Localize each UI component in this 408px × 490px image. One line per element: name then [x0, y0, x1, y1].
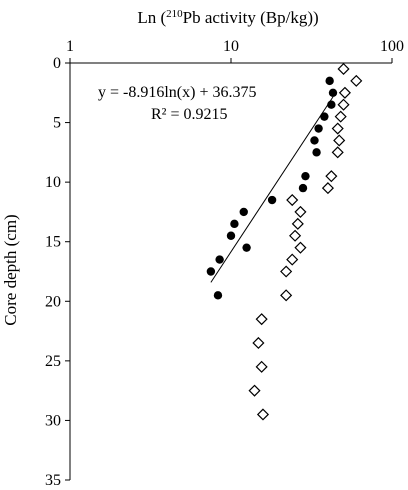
data-point-open-diamond: [350, 74, 363, 87]
data-point-filled-circle: [325, 76, 334, 86]
data-point-filled-circle: [226, 231, 236, 240]
data-point-filled-circle: [267, 195, 277, 205]
data-point-filled-circle: [239, 207, 248, 217]
y-tick-label: 15: [45, 234, 61, 251]
data-point-open-diamond: [337, 62, 350, 76]
data-point-filled-circle: [320, 112, 329, 121]
data-point-filled-circle: [301, 171, 310, 181]
data-point-open-diamond: [255, 360, 268, 373]
data-point-filled-circle: [314, 124, 323, 133]
x-tick-label: 10: [223, 38, 239, 55]
data-point-filled-circle: [215, 255, 224, 264]
data-point-filled-circle: [310, 136, 319, 145]
data-point-open-diamond: [248, 384, 261, 397]
x-tick-label: 100: [380, 38, 404, 55]
y-tick-label: 35: [45, 472, 61, 489]
x-axis-title: Ln (210Pb activity (Bp/kg)): [137, 8, 318, 27]
y-tick-label: 25: [45, 353, 61, 370]
data-point-open-diamond: [331, 146, 344, 159]
y-tick-label: 0: [53, 55, 61, 72]
y-tick-label: 20: [45, 293, 61, 310]
data-point-filled-circle: [327, 100, 336, 109]
data-point-filled-circle: [206, 267, 216, 276]
data-point-open-diamond: [286, 193, 299, 207]
data-point-filled-circle: [312, 148, 321, 157]
data-point-open-diamond: [289, 229, 302, 242]
data-point-open-diamond: [334, 110, 347, 123]
x-tick-label: 1: [66, 38, 74, 55]
data-point-filled-circle: [230, 219, 239, 229]
trendline-equation: y = -8.916ln(x) + 36.375: [98, 84, 256, 101]
x-axis-title-suffix: Pb activity (Bp/kg)): [183, 8, 319, 27]
y-axis-title: Core depth (cm): [1, 214, 20, 325]
y-ticks: 0 5 10 15 20 25 30 35: [45, 55, 70, 489]
data-point-filled-circle: [298, 183, 308, 193]
data-point-filled-circle: [328, 88, 338, 97]
data-point-open-diamond: [331, 122, 344, 135]
data-point-filled-circle: [213, 291, 223, 300]
data-point-open-diamond: [280, 289, 293, 302]
data-point-open-diamond: [252, 336, 265, 350]
data-point-open-diamond: [338, 86, 351, 99]
data-point-open-diamond: [294, 205, 307, 218]
x-axis-title-prefix: Ln (: [137, 8, 166, 27]
y-tick-label: 10: [45, 174, 61, 191]
x-ticks: 1 10 100: [66, 38, 404, 63]
x-axis-title-superscript: 210: [166, 8, 183, 20]
data-point-open-diamond: [321, 182, 334, 195]
data-point-open-diamond: [337, 98, 350, 111]
data-point-open-diamond: [325, 170, 338, 183]
data-point-open-diamond: [291, 217, 304, 230]
y-tick-label: 30: [45, 412, 61, 429]
data-point-open-diamond: [294, 241, 307, 254]
data-point-open-diamond: [286, 253, 299, 266]
data-point-open-diamond: [333, 134, 346, 147]
data-point-filled-circle: [242, 243, 251, 252]
data-points: [206, 62, 363, 421]
data-point-open-diamond: [255, 313, 268, 326]
data-point-open-diamond: [256, 408, 270, 421]
data-point-open-diamond: [280, 265, 293, 278]
trendline-r-squared: R² = 0.9215: [151, 106, 228, 123]
y-tick-label: 5: [53, 115, 61, 132]
trendline: [210, 96, 334, 283]
